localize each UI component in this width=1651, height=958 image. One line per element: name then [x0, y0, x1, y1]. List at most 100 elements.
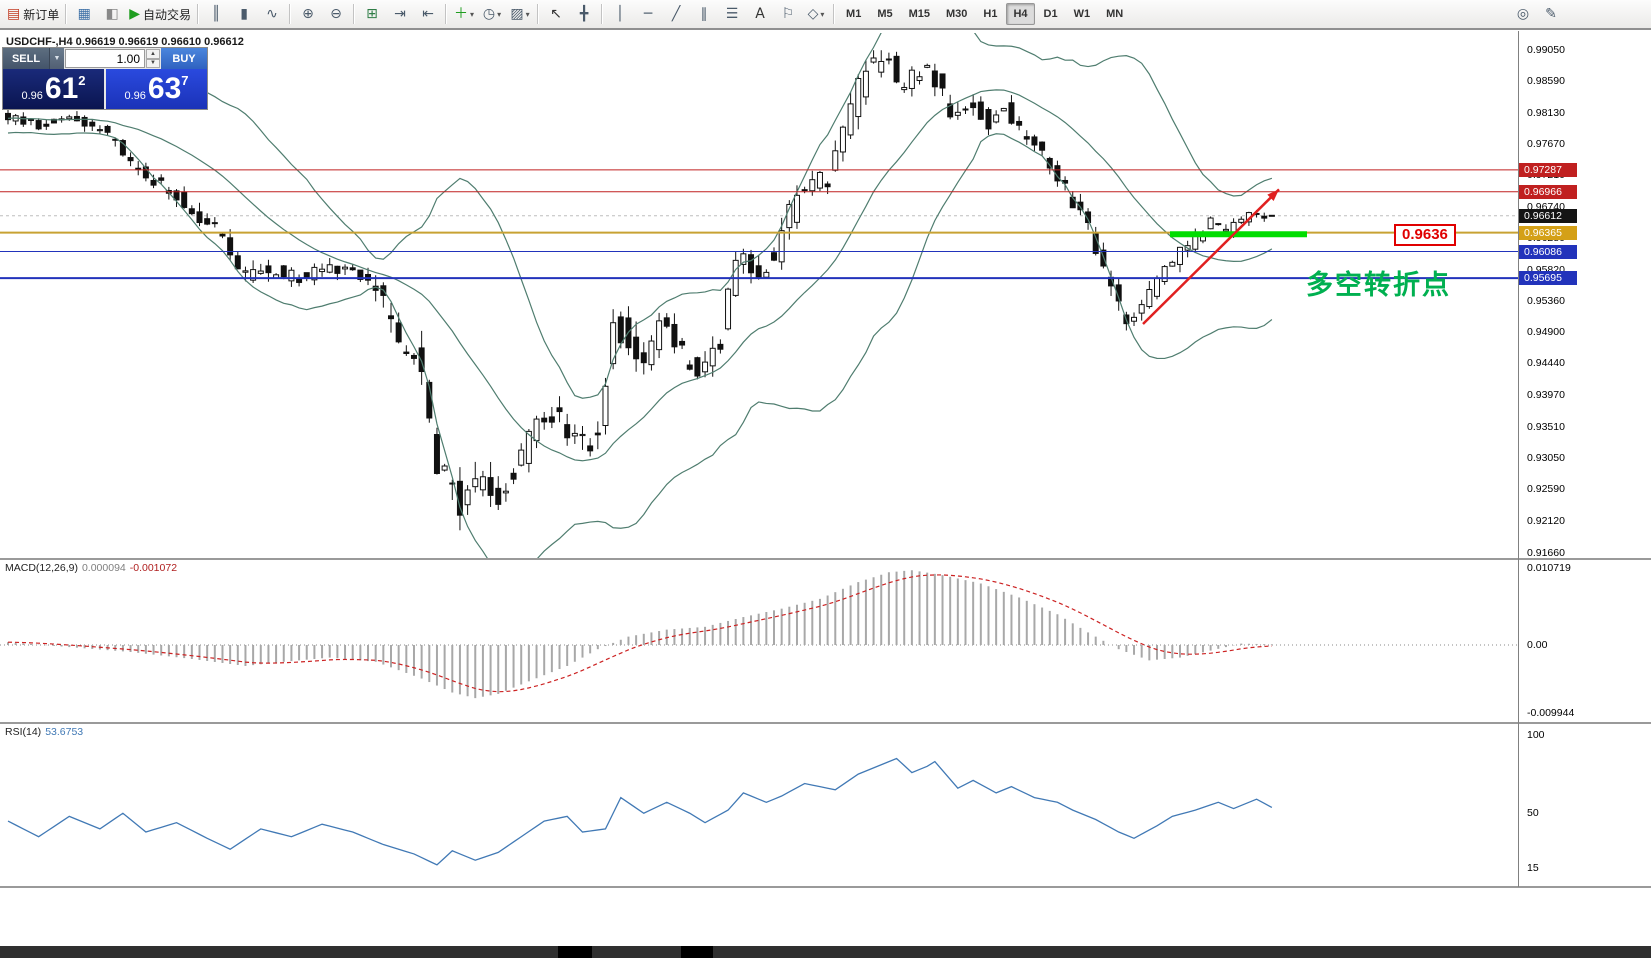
- price-axis-border: [1518, 31, 1519, 887]
- tile-windows-icon-glyph: ⊞: [366, 6, 378, 22]
- rsi-panel[interactable]: [0, 724, 1651, 886]
- timeframe-m1[interactable]: M1: [846, 8, 862, 20]
- trendline-icon[interactable]: ╱: [662, 2, 690, 26]
- new-order-button[interactable]: ▤ 新订单: [4, 2, 62, 26]
- timeframe-d1[interactable]: D1: [1043, 8, 1058, 20]
- macd-panel-separator[interactable]: [0, 558, 1651, 561]
- buy-button[interactable]: BUY: [161, 48, 207, 69]
- templates-button-caret[interactable]: ▾: [525, 9, 530, 19]
- sell-options-caret[interactable]: ▼: [49, 48, 64, 69]
- sell-button[interactable]: SELL: [3, 48, 49, 69]
- taskbar-item[interactable]: [681, 946, 713, 958]
- auto-scroll-icon[interactable]: ⇥: [386, 2, 414, 26]
- periods-button[interactable]: ◷ ▾: [478, 2, 506, 26]
- timeframe-toolbar: M1 M5 M15 M30 H1 H4 D1 W1 MN: [838, 3, 1131, 25]
- autotrading-button-glyph: ▶: [129, 6, 141, 22]
- one-click-trading-panel: SELL ▼ 1.00 ▲ ▼ BUY 0.96 61 2 0.96 63 7: [2, 47, 208, 110]
- volume-stepper: ▲ ▼: [146, 49, 160, 68]
- cursor-icon[interactable]: ↖: [542, 2, 570, 26]
- autotrading-button-label: 自动交易: [143, 7, 192, 22]
- pivot-annotation-text[interactable]: 多空转折点: [1306, 270, 1451, 300]
- zoom-in-icon-glyph: ⊕: [302, 6, 314, 22]
- buy-price-prefix: 0.96: [124, 90, 146, 102]
- periods-button-caret[interactable]: ▾: [497, 9, 502, 19]
- templates-button[interactable]: ▨ ▾: [506, 2, 534, 26]
- toolbar-separator: [445, 4, 448, 24]
- sell-price-display[interactable]: 0.96 61 2: [3, 69, 104, 109]
- crosshair-icon[interactable]: ╋: [570, 2, 598, 26]
- chart-shift-icon[interactable]: ⇤: [414, 2, 442, 26]
- label-icon-glyph: ⚐: [781, 6, 795, 22]
- sell-price-big: 61: [44, 72, 79, 105]
- edit-icon[interactable]: ✎: [1537, 2, 1565, 26]
- toolbar: ▤ 新订单 ▦ ◧ ▶ 自动交易 ║ ▮ ∿ ⊕ ⊖ ⊞ ⇥ ⇤ ＋ ▾ ◷ ▾ ▨ ▾ ↖ ╋ │ ─ ╱ ∥ ☰ A ⚐ ◇ ▾ M1 M…: [0, 0, 1651, 30]
- horizontal-line-icon-glyph: ─: [643, 6, 653, 22]
- indicators-button[interactable]: ＋ ▾: [450, 2, 478, 26]
- shapes-button-glyph: ◇: [807, 6, 819, 22]
- macd-panel[interactable]: [0, 560, 1651, 722]
- chart-window-icon[interactable]: ▦: [70, 2, 98, 26]
- taskbar[interactable]: [0, 946, 1651, 958]
- timeframe-h1[interactable]: H1: [983, 8, 998, 20]
- toolbar-separator: [197, 4, 200, 24]
- volume-down-icon[interactable]: ▼: [146, 58, 160, 68]
- vertical-line-icon-glyph: │: [615, 6, 625, 22]
- time-axis-panel[interactable]: [0, 888, 1651, 908]
- buy-price-display[interactable]: 0.96 63 7: [106, 69, 207, 109]
- line-chart-icon[interactable]: ∿: [258, 2, 286, 26]
- volume-input[interactable]: 1.00: [65, 49, 145, 68]
- vertical-line-icon[interactable]: │: [606, 2, 634, 26]
- macd-name: MACD(12,26,9): [5, 562, 78, 574]
- indicators-button-caret[interactable]: ▾: [470, 9, 475, 19]
- rsi-panel-separator[interactable]: [0, 722, 1651, 725]
- timeframe-m30[interactable]: M30: [946, 8, 968, 20]
- taskbar-item[interactable]: [558, 946, 592, 958]
- bar-chart-icon-glyph: ║: [211, 6, 221, 22]
- fibonacci-icon[interactable]: ☰: [718, 2, 746, 26]
- toolbar-separator: [601, 4, 604, 24]
- toolbar-separator: [537, 4, 540, 24]
- text-icon[interactable]: A: [746, 2, 774, 26]
- indicators-button-glyph: ＋: [454, 6, 469, 22]
- timeframe-h4[interactable]: H4: [1006, 3, 1035, 25]
- line-chart-icon-glyph: ∿: [266, 6, 278, 22]
- sell-price-prefix: 0.96: [21, 90, 43, 102]
- sell-price-sup: 2: [78, 73, 86, 88]
- autotrading-button[interactable]: ▶ 自动交易: [126, 2, 194, 26]
- timeframe-m5[interactable]: M5: [877, 8, 893, 20]
- horizontal-line-icon[interactable]: ─: [634, 2, 662, 26]
- candlestick-chart-icon[interactable]: ▮: [230, 2, 258, 26]
- new-order-button-label: 新订单: [23, 7, 60, 22]
- timeframe-m15[interactable]: M15: [908, 8, 931, 20]
- chart-window-icon-glyph: ▦: [77, 6, 91, 22]
- profile-icon[interactable]: ◧: [98, 2, 126, 26]
- chart-shift-icon-glyph: ⇤: [422, 6, 434, 22]
- label-icon[interactable]: ⚐: [774, 2, 802, 26]
- periods-button-glyph: ◷: [482, 6, 496, 22]
- rsi-label: RSI(14) 53.6753: [5, 726, 83, 738]
- cursor-icon-glyph: ↖: [550, 6, 562, 22]
- volume-up-icon[interactable]: ▲: [146, 49, 160, 59]
- toolbar-right: ◎ ✎: [1509, 2, 1565, 26]
- tile-windows-icon[interactable]: ⊞: [358, 2, 386, 26]
- zoom-in-icon[interactable]: ⊕: [294, 2, 322, 26]
- bar-chart-icon[interactable]: ║: [202, 2, 230, 26]
- buy-price-big: 63: [147, 72, 182, 105]
- timeframe-mn[interactable]: MN: [1106, 8, 1124, 20]
- new-order-button-glyph: ▤: [7, 6, 21, 22]
- macd-main-value: 0.000094: [81, 562, 126, 574]
- toolbar-separator: [353, 4, 356, 24]
- zoom-out-icon-glyph: ⊖: [330, 6, 342, 22]
- trendline-icon-glyph: ╱: [671, 6, 681, 22]
- profile-icon-glyph: ◧: [105, 6, 119, 22]
- magnifier-icon[interactable]: ◎: [1509, 2, 1537, 26]
- toolbar-separator: [289, 4, 292, 24]
- timeframe-w1[interactable]: W1: [1073, 8, 1091, 20]
- channel-icon[interactable]: ∥: [690, 2, 718, 26]
- price-annotation-box[interactable]: 0.9636: [1394, 224, 1456, 246]
- auto-scroll-icon-glyph: ⇥: [394, 6, 406, 22]
- crosshair-icon-glyph: ╋: [579, 6, 589, 22]
- zoom-out-icon[interactable]: ⊖: [322, 2, 350, 26]
- shapes-button[interactable]: ◇ ▾: [802, 2, 830, 26]
- shapes-button-caret[interactable]: ▾: [820, 9, 825, 19]
